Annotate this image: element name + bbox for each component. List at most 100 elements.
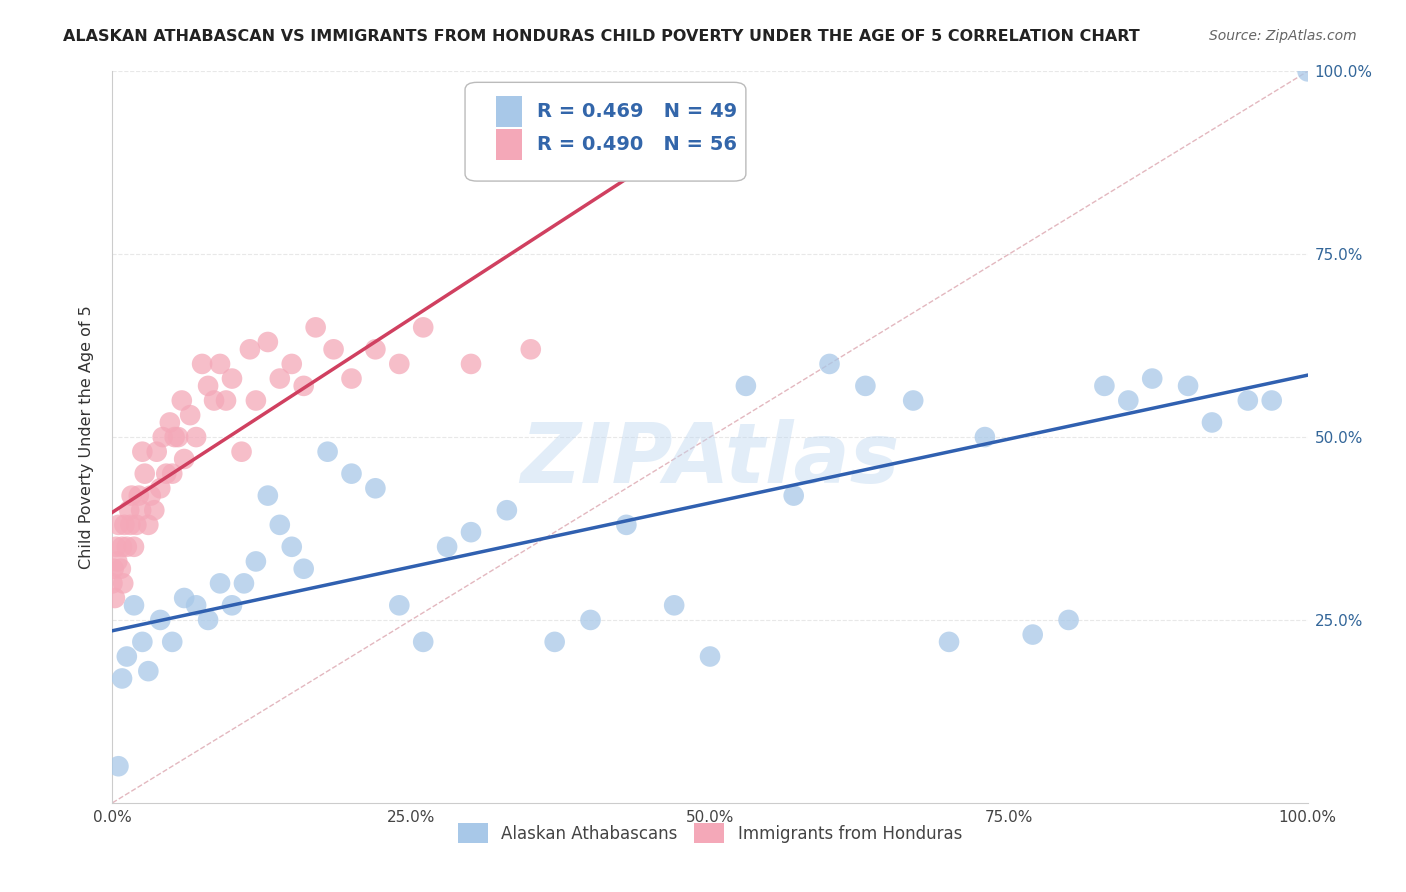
Point bbox=[269, 517, 291, 532]
Point bbox=[114, 517, 135, 532]
Text: ZIPAtlas: ZIPAtlas bbox=[520, 418, 900, 500]
Point bbox=[105, 540, 128, 554]
Point bbox=[122, 540, 145, 554]
Point bbox=[112, 576, 135, 591]
Point bbox=[167, 430, 190, 444]
Point bbox=[245, 393, 267, 408]
Point bbox=[340, 371, 363, 385]
Point bbox=[131, 635, 153, 649]
Point bbox=[115, 540, 138, 554]
Point bbox=[340, 467, 363, 481]
Point bbox=[412, 635, 434, 649]
Point bbox=[281, 357, 304, 371]
Point bbox=[215, 393, 238, 408]
Point bbox=[191, 357, 214, 371]
Point bbox=[1177, 379, 1199, 393]
Point bbox=[938, 635, 960, 649]
Point bbox=[1261, 393, 1284, 408]
Point bbox=[115, 649, 138, 664]
Point bbox=[163, 430, 186, 444]
Point bbox=[173, 452, 195, 467]
Text: R = 0.469   N = 49: R = 0.469 N = 49 bbox=[537, 102, 737, 121]
Point bbox=[903, 393, 925, 408]
Point bbox=[1118, 393, 1140, 408]
Legend: Alaskan Athabascans, Immigrants from Honduras: Alaskan Athabascans, Immigrants from Hon… bbox=[451, 817, 969, 849]
Point bbox=[202, 393, 225, 408]
Point bbox=[125, 517, 148, 532]
Point bbox=[221, 599, 243, 613]
Point bbox=[520, 343, 543, 357]
Point bbox=[149, 613, 172, 627]
Point bbox=[1296, 64, 1319, 78]
Point bbox=[138, 517, 160, 532]
Point bbox=[579, 613, 602, 627]
Point bbox=[239, 343, 262, 357]
Point bbox=[782, 489, 804, 503]
Point bbox=[281, 540, 304, 554]
Point bbox=[1094, 379, 1116, 393]
Point bbox=[152, 430, 174, 444]
Bar bbox=[496, 96, 523, 127]
Point bbox=[159, 416, 181, 430]
Point bbox=[460, 357, 482, 371]
Point bbox=[735, 379, 758, 393]
Point bbox=[496, 503, 519, 517]
Point bbox=[111, 672, 134, 686]
Point bbox=[388, 357, 411, 371]
Point bbox=[111, 540, 134, 554]
Point bbox=[1201, 416, 1223, 430]
Point bbox=[179, 408, 201, 422]
Point bbox=[120, 517, 142, 532]
Point bbox=[186, 430, 208, 444]
Text: ALASKAN ATHABASCAN VS IMMIGRANTS FROM HONDURAS CHILD POVERTY UNDER THE AGE OF 5 : ALASKAN ATHABASCAN VS IMMIGRANTS FROM HO… bbox=[63, 29, 1140, 44]
Point bbox=[155, 467, 177, 481]
Point bbox=[616, 517, 638, 532]
Point bbox=[143, 503, 166, 517]
Point bbox=[118, 503, 141, 517]
FancyBboxPatch shape bbox=[465, 82, 747, 181]
Point bbox=[855, 379, 877, 393]
Point bbox=[292, 379, 315, 393]
Point bbox=[129, 503, 152, 517]
Point bbox=[974, 430, 997, 444]
Point bbox=[699, 649, 721, 664]
Point bbox=[162, 467, 183, 481]
Y-axis label: Child Poverty Under the Age of 5: Child Poverty Under the Age of 5 bbox=[79, 305, 94, 569]
Point bbox=[104, 591, 127, 605]
Point bbox=[107, 759, 129, 773]
Point bbox=[170, 393, 193, 408]
Point bbox=[128, 489, 150, 503]
Point bbox=[364, 343, 387, 357]
Point bbox=[460, 525, 482, 540]
Point bbox=[121, 489, 143, 503]
Point bbox=[103, 562, 125, 576]
Point bbox=[316, 444, 339, 458]
Point bbox=[412, 320, 434, 334]
Point bbox=[221, 371, 243, 385]
Point bbox=[1142, 371, 1164, 385]
Point bbox=[145, 444, 167, 458]
Point bbox=[257, 489, 280, 503]
Point bbox=[197, 379, 219, 393]
Point bbox=[186, 599, 208, 613]
Point bbox=[292, 562, 315, 576]
Point bbox=[197, 613, 219, 627]
Point bbox=[1057, 613, 1080, 627]
Point bbox=[257, 334, 280, 349]
Point bbox=[233, 576, 256, 591]
Point bbox=[388, 599, 411, 613]
Point bbox=[209, 576, 232, 591]
Point bbox=[173, 591, 195, 605]
Point bbox=[139, 489, 162, 503]
Point bbox=[1237, 393, 1260, 408]
Point bbox=[322, 343, 344, 357]
Point bbox=[818, 357, 841, 371]
Point bbox=[269, 371, 291, 385]
Point bbox=[436, 540, 458, 554]
Point bbox=[110, 562, 132, 576]
Point bbox=[131, 444, 153, 458]
Point bbox=[138, 664, 160, 678]
Point bbox=[305, 320, 328, 334]
Point bbox=[664, 599, 686, 613]
Point bbox=[231, 444, 253, 458]
